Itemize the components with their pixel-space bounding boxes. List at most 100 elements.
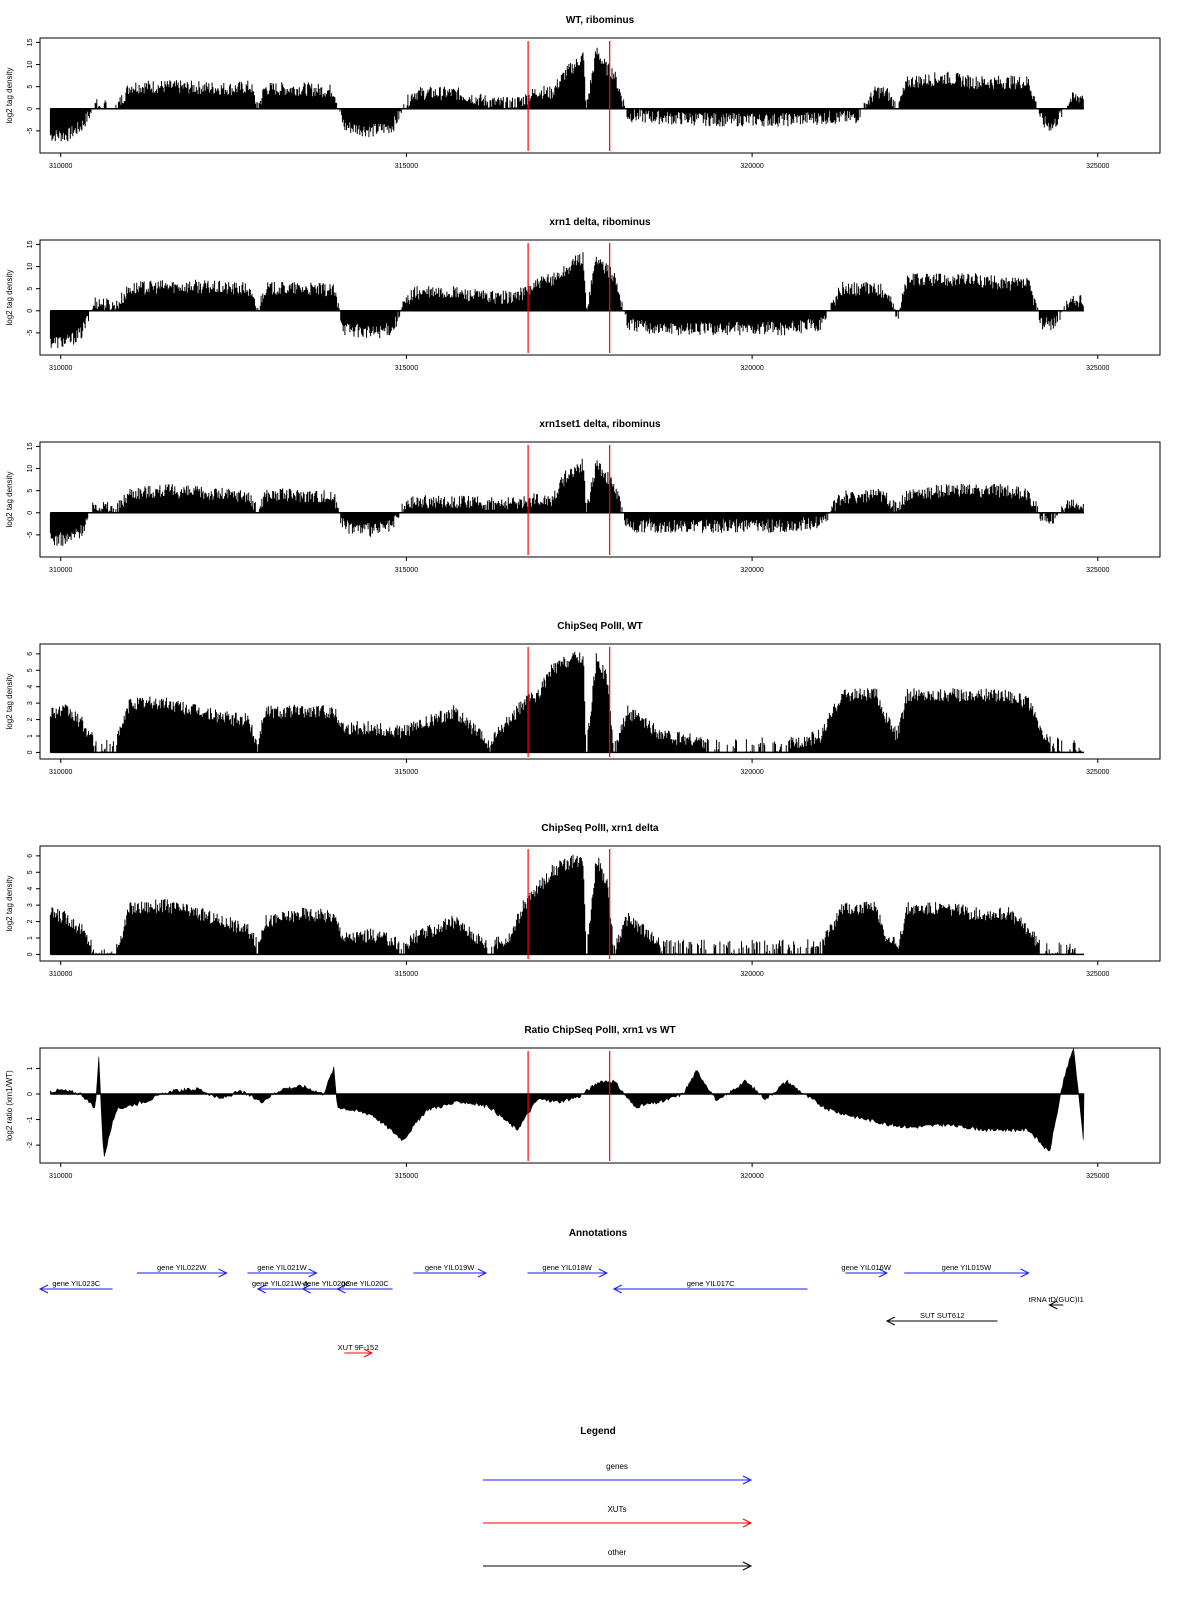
y-tick-label: 0 bbox=[27, 511, 34, 515]
annotation-gene-arrow: gene YIL016W bbox=[841, 1263, 892, 1278]
annotation-gene-arrow: gene YIL021W bbox=[247, 1263, 318, 1278]
x-tick-label: 325000 bbox=[1086, 163, 1109, 170]
plot-frame bbox=[39, 37, 1161, 154]
y-tick-label: 4 bbox=[27, 887, 34, 891]
x-tick-label: 310000 bbox=[49, 365, 72, 372]
arrow-head bbox=[38, 1284, 49, 1294]
x-tick-label: 325000 bbox=[1086, 567, 1109, 574]
track-panel: WT, ribominus log2 tag density 15 10 5 0 -5 310… bbox=[5, 15, 1161, 170]
arrow-head bbox=[308, 1268, 318, 1278]
legend-label: genes bbox=[606, 1462, 628, 1471]
y-tick-label: -5 bbox=[27, 532, 34, 538]
data-series bbox=[49, 854, 1076, 955]
x-tick-label: 310000 bbox=[49, 769, 72, 776]
ratio-area bbox=[50, 1047, 1085, 1157]
x-tick-label: 325000 bbox=[1086, 971, 1109, 978]
y-tick-label: 10 bbox=[27, 465, 34, 473]
annotation-gene-arrow: gene YIL018W bbox=[527, 1263, 609, 1278]
y-tick-label: -1 bbox=[27, 1116, 34, 1122]
x-tick-label: 315000 bbox=[395, 163, 418, 170]
y-tick-label: 0 bbox=[27, 750, 34, 754]
data-series bbox=[49, 651, 1082, 753]
annotation-label: XUT 9F-152 bbox=[338, 1343, 379, 1352]
y-tick-label: 10 bbox=[27, 263, 34, 271]
y-tick-label: -5 bbox=[27, 330, 34, 336]
annotation-xut-arrow: XUT 9F-152 bbox=[338, 1343, 379, 1358]
plot-frame bbox=[39, 643, 1161, 760]
arrow-head bbox=[336, 1284, 346, 1294]
data-series bbox=[50, 1047, 1085, 1157]
annotation-label: gene YIL019W bbox=[425, 1263, 475, 1272]
legend: Legend genes XUTs other bbox=[483, 1426, 753, 1571]
x-tick-label: 320000 bbox=[740, 1173, 763, 1180]
y-tick-label: 6 bbox=[27, 652, 34, 656]
y-tick-label: 4 bbox=[27, 685, 34, 689]
y-tick-label: 5 bbox=[27, 489, 34, 493]
x-tick-label: 325000 bbox=[1086, 1173, 1109, 1180]
y-axis-label: log2 tag density bbox=[5, 875, 14, 931]
arrow-head bbox=[742, 1561, 753, 1571]
annotation-gene-arrow: gene YIL020C bbox=[336, 1279, 393, 1294]
annotation-label: gene YIL020C bbox=[341, 1279, 389, 1288]
y-axis-label: log2 tag density bbox=[5, 471, 14, 527]
track-panel: ChipSeq PolII, xrn1 delta log2 tag densit… bbox=[5, 823, 1161, 978]
density-bars bbox=[49, 252, 1084, 348]
arrow-head bbox=[477, 1268, 488, 1278]
annotation-label: gene YIL015W bbox=[942, 1263, 992, 1272]
x-tick-label: 315000 bbox=[395, 1173, 418, 1180]
panel-title: xrn1 delta, ribominus bbox=[549, 217, 651, 228]
track-panel: ChipSeq PolII, WT log2 tag density 6 5 4 3 2 1 0… bbox=[5, 621, 1161, 776]
density-bars bbox=[49, 854, 1076, 955]
track-panel: Ratio ChipSeq PolII, xrn1 vs WT log2 rati… bbox=[5, 1025, 1161, 1180]
x-tick-label: 310000 bbox=[49, 567, 72, 574]
y-axis-label: log2 tag density bbox=[5, 269, 14, 325]
x-tick-label: 320000 bbox=[740, 769, 763, 776]
y-tick-label: 15 bbox=[27, 442, 34, 450]
x-tick-label: 315000 bbox=[395, 769, 418, 776]
y-tick-label: 0 bbox=[27, 952, 34, 956]
annotation-label: gene YIL021W-A bbox=[252, 1279, 309, 1288]
arrow-head bbox=[1048, 1300, 1058, 1310]
density-bars bbox=[49, 47, 1084, 142]
track-panel: xrn1 delta, ribominus log2 tag density 15 1… bbox=[5, 217, 1161, 372]
annotation-label: SUT SUT612 bbox=[920, 1311, 964, 1320]
legend-xut-arrow: XUTs bbox=[483, 1505, 753, 1528]
arrow-head bbox=[878, 1268, 889, 1278]
annotation-gene-arrow: gene YIL021W-A bbox=[252, 1279, 309, 1294]
annotation-gene-arrow: gene YIL019W bbox=[413, 1263, 488, 1278]
arrow-head bbox=[1020, 1268, 1030, 1278]
y-tick-label: 1 bbox=[27, 1066, 34, 1070]
plot-frame bbox=[39, 239, 1161, 356]
data-series bbox=[49, 252, 1084, 348]
y-tick-label: 10 bbox=[27, 61, 34, 69]
legend-gene-arrow: genes bbox=[483, 1462, 753, 1485]
legend-label: other bbox=[608, 1548, 627, 1557]
x-tick-label: 315000 bbox=[395, 971, 418, 978]
x-tick-label: 320000 bbox=[740, 365, 763, 372]
annotation-label: gene YIL021W bbox=[257, 1263, 307, 1272]
y-tick-label: 3 bbox=[27, 701, 34, 705]
annotation-other-arrow: tRNA tD(GUC)I1 bbox=[1029, 1295, 1084, 1310]
y-axis-label: log2 tag density bbox=[5, 67, 14, 123]
density-bars bbox=[49, 458, 1084, 546]
y-tick-label: 1 bbox=[27, 936, 34, 940]
x-tick-label: 320000 bbox=[740, 971, 763, 978]
legend-items: genes XUTs other bbox=[483, 1462, 753, 1571]
y-axis-label: log2 ratio (xrn1/WT) bbox=[5, 1070, 14, 1141]
annotation-gene-arrow: gene YIL017C bbox=[612, 1279, 808, 1294]
annotation-gene-arrow: gene YIL023C bbox=[38, 1279, 113, 1294]
x-tick-label: 325000 bbox=[1086, 365, 1109, 372]
x-tick-label: 310000 bbox=[49, 163, 72, 170]
arrow-head bbox=[218, 1268, 228, 1278]
data-series bbox=[49, 47, 1084, 142]
annotation-label: gene YIL020C bbox=[303, 1279, 351, 1288]
annotations-title: Annotations bbox=[569, 1228, 628, 1239]
annotation-label: tRNA tD(GUC)I1 bbox=[1029, 1295, 1084, 1304]
annotation-gene-arrow: gene YIL022W bbox=[136, 1263, 228, 1278]
arrow-head bbox=[363, 1348, 373, 1358]
y-tick-label: 1 bbox=[27, 734, 34, 738]
annotation-label: gene YIL017C bbox=[687, 1279, 735, 1288]
y-tick-label: 0 bbox=[27, 309, 34, 313]
arrow-head bbox=[598, 1268, 609, 1278]
